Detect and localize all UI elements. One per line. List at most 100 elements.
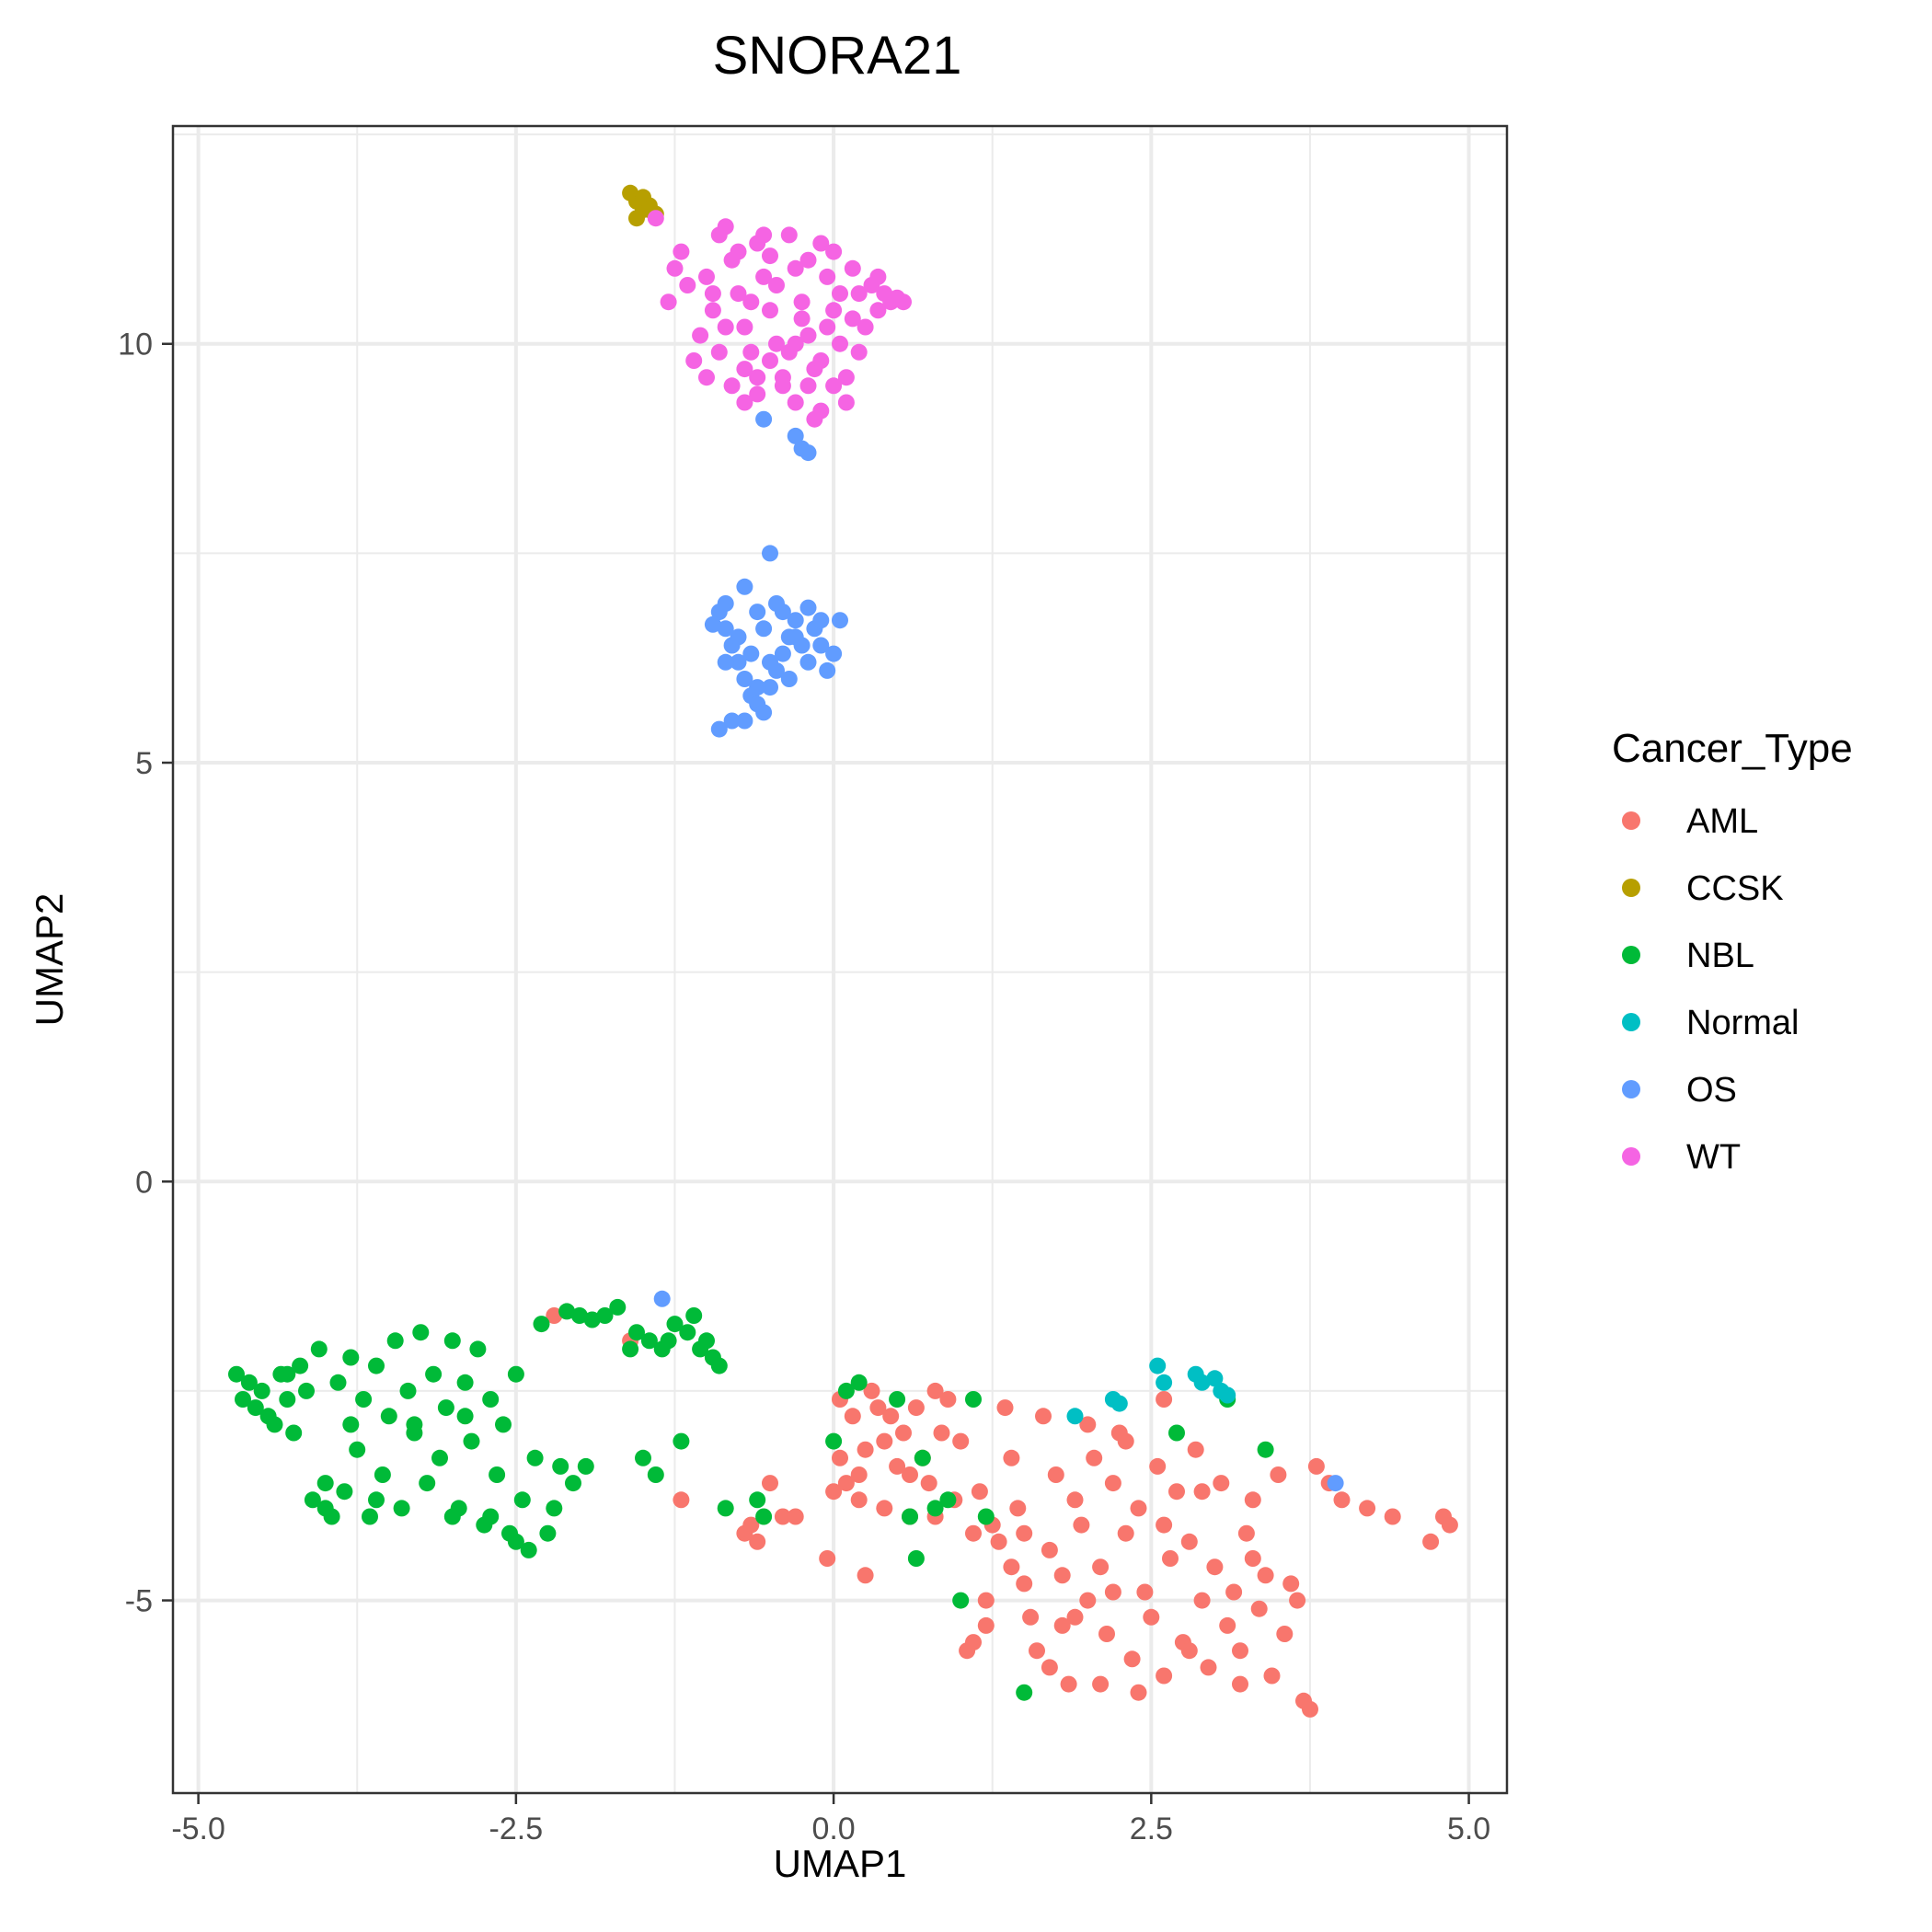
point-nbl: [755, 1508, 773, 1525]
y-axis: -5 0 5 10: [118, 328, 173, 1619]
point-aml: [996, 1399, 1014, 1417]
point-wt: [730, 285, 747, 303]
point-aml: [1232, 1642, 1248, 1660]
point-nbl: [368, 1357, 385, 1374]
point-normal: [1193, 1374, 1211, 1391]
point-wt: [749, 385, 766, 403]
point-nbl: [235, 1391, 251, 1408]
point-os: [742, 645, 760, 662]
point-nbl: [570, 1307, 588, 1324]
point-nbl: [660, 1332, 677, 1350]
point-aml: [1003, 1449, 1020, 1466]
point-nbl: [425, 1365, 443, 1383]
point-wt: [730, 243, 747, 260]
point-nbl: [965, 1391, 982, 1408]
point-wt: [825, 243, 843, 260]
point-aml: [1016, 1575, 1033, 1593]
point-normal: [1156, 1374, 1173, 1391]
gridlines: [173, 126, 1507, 1793]
point-wt: [819, 318, 836, 336]
point-os: [832, 612, 848, 629]
point-aml: [1263, 1667, 1281, 1685]
point-aml: [1009, 1500, 1027, 1517]
point-aml: [869, 1399, 887, 1417]
x-tick-label: 0.0: [811, 1811, 855, 1846]
point-nbl: [552, 1457, 569, 1475]
y-tick-label: 0: [135, 1165, 153, 1200]
point-nbl: [456, 1408, 474, 1425]
point-aml: [1117, 1524, 1134, 1542]
legend-label-os: OS: [1686, 1071, 1737, 1110]
point-nbl: [495, 1416, 512, 1433]
point-nbl: [279, 1391, 296, 1408]
point-aml: [1441, 1516, 1458, 1534]
legend-key-nbl: [1622, 946, 1640, 964]
point-aml: [1053, 1616, 1071, 1634]
point-nbl: [482, 1508, 500, 1525]
point-aml: [1060, 1675, 1077, 1693]
point-aml: [1123, 1650, 1141, 1668]
point-ccsk: [628, 210, 645, 227]
legend-key-wt: [1622, 1147, 1640, 1166]
point-aml: [1156, 1516, 1173, 1534]
point-nbl: [907, 1550, 925, 1567]
point-nbl: [399, 1382, 417, 1399]
point-aml: [1143, 1608, 1160, 1626]
point-nbl: [349, 1441, 366, 1458]
point-nbl: [316, 1475, 334, 1492]
point-os: [762, 679, 778, 696]
point-nbl: [304, 1491, 321, 1509]
point-aml: [850, 1491, 868, 1509]
point-nbl: [342, 1349, 360, 1366]
point-nbl: [228, 1365, 245, 1383]
point-aml: [1156, 1391, 1173, 1408]
point-aml: [1086, 1449, 1103, 1466]
point-wt: [793, 310, 811, 328]
point-aml: [1302, 1700, 1318, 1718]
point-nbl: [939, 1491, 957, 1509]
point-wt: [736, 394, 753, 411]
point-nbl: [717, 1500, 734, 1517]
point-nbl: [507, 1533, 524, 1550]
x-axis: -5.0 -2.5 0.0 2.5 5.0: [171, 1793, 1490, 1846]
point-os: [1327, 1475, 1344, 1492]
point-nbl: [437, 1399, 454, 1417]
point-aml: [1156, 1667, 1173, 1685]
point-aml: [1213, 1475, 1230, 1492]
point-normal: [1066, 1408, 1084, 1425]
point-wt: [768, 277, 785, 293]
point-aml: [774, 1508, 791, 1525]
point-nbl: [749, 1491, 766, 1509]
point-aml: [1244, 1491, 1261, 1509]
point-os: [749, 679, 766, 696]
point-os: [749, 604, 766, 621]
point-wt: [825, 302, 843, 319]
point-aml: [1333, 1491, 1351, 1509]
point-wt: [837, 369, 855, 386]
point-nbl: [577, 1457, 594, 1475]
point-wt: [787, 394, 804, 411]
point-aml: [971, 1483, 988, 1501]
point-aml: [1130, 1500, 1147, 1517]
point-aml: [825, 1483, 843, 1501]
point-nbl: [526, 1449, 544, 1466]
point-aml: [1047, 1466, 1064, 1483]
point-wt: [660, 293, 677, 311]
point-normal: [1110, 1395, 1128, 1412]
point-nbl: [431, 1449, 448, 1466]
point-nbl: [329, 1374, 347, 1391]
point-aml: [876, 1432, 893, 1450]
point-wt: [844, 259, 861, 277]
point-nbl: [679, 1324, 696, 1341]
point-wt: [837, 394, 855, 411]
point-nbl: [666, 1316, 684, 1333]
point-aml: [832, 1449, 848, 1466]
x-tick-label: 2.5: [1130, 1811, 1173, 1846]
point-aml: [920, 1475, 937, 1492]
point-aml: [1162, 1550, 1179, 1567]
point-aml: [1187, 1441, 1204, 1458]
point-wt: [692, 327, 709, 344]
point-os: [812, 612, 830, 629]
point-aml: [965, 1524, 982, 1542]
